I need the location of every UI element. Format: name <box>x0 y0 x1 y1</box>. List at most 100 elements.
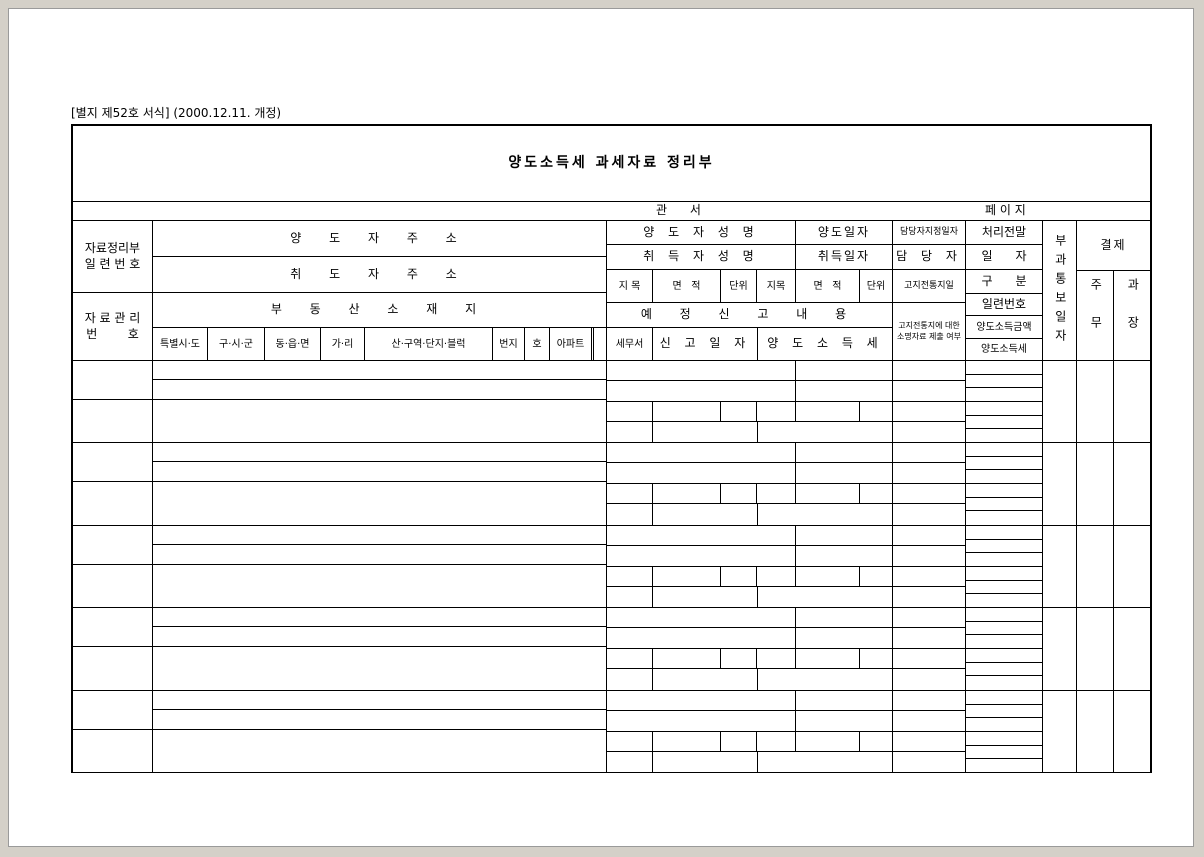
record-staff-sign-cell <box>1076 607 1114 691</box>
record-unit1-cell <box>720 731 757 752</box>
process-category-header: 구 분 <box>965 269 1043 294</box>
record-area1-cell <box>652 731 721 752</box>
record-process-cell <box>965 497 1043 511</box>
office-label: 관 서 <box>656 203 701 218</box>
record-unit1-cell <box>720 483 757 504</box>
transferor-name-header: 양 도 자 성 명 <box>606 220 796 245</box>
record-area1-cell <box>652 483 721 504</box>
process-date-header: 일 자 <box>965 244 1043 270</box>
record-transferor-addr-cell <box>152 607 607 627</box>
acquire-date-header: 취득일자 <box>795 244 893 270</box>
record-acquirer-addr-cell <box>152 379 607 400</box>
unit1-header: 단위 <box>720 269 757 303</box>
record-transferor-addr-cell <box>152 525 607 545</box>
subcol-lot-number: 번지 <box>492 327 525 361</box>
record-manager-cell <box>892 545 966 567</box>
record-transfer-date-cell <box>795 360 893 381</box>
process-serial-header: 일련번호 <box>965 293 1043 316</box>
record-manager-sign-cell <box>1113 360 1151 443</box>
record-process-cell <box>965 456 1043 470</box>
record-category2-cell <box>756 483 796 504</box>
record-mgmt-cell <box>72 481 153 526</box>
record-location-cell <box>152 564 607 608</box>
record-process-cell <box>965 580 1043 594</box>
form-number-label: [별지 제52호 서식] (2000.12.11. 개정) <box>71 106 282 120</box>
record-acquire-date-cell <box>795 380 893 402</box>
record-transferor-addr-cell <box>152 690 607 710</box>
process-gains-amount-header: 양도소득금액 <box>965 315 1043 339</box>
approval-staff-header: 주무 <box>1076 270 1114 361</box>
record-process-cell <box>965 717 1043 732</box>
subcol-block: 산·구역·단지·블럭 <box>364 327 493 361</box>
record-process-cell <box>965 552 1043 567</box>
mgmt-number-header: 자 료 관 리 번 호 <box>72 292 153 361</box>
record-location-cell <box>152 729 607 773</box>
record-area2-cell <box>795 648 860 669</box>
record-report-date-cell <box>652 751 758 773</box>
record-note-cell <box>892 586 966 608</box>
record-notice-date-cell <box>892 648 966 669</box>
record-manager-date-cell <box>892 360 966 381</box>
document-page: [별지 제52호 서식] (2000.12.11. 개정) 양도소득세 과세자료… <box>8 8 1194 847</box>
record-note-cell <box>892 751 966 773</box>
record-process-cell <box>965 469 1043 484</box>
record-tax-office-cell <box>606 751 653 773</box>
record-category1-cell <box>606 483 653 504</box>
manager-assign-date-header: 담당자지정일자 <box>892 220 966 245</box>
record-acquirer-addr-cell <box>152 626 607 647</box>
record-process-cell <box>965 745 1043 759</box>
record-process-cell <box>965 593 1043 608</box>
record-mgmt-cell <box>72 729 153 773</box>
record-area2-cell <box>795 731 860 752</box>
record-acquirer-addr-cell <box>152 709 607 730</box>
record-report-date-cell <box>652 503 758 526</box>
record-gains-tax-cell <box>757 421 893 443</box>
record-location-cell <box>152 399 607 443</box>
record-area1-cell <box>652 648 721 669</box>
record-transfer-date-cell <box>795 442 893 463</box>
process-gains-tax-header: 양도소득세 <box>965 338 1043 361</box>
record-unit1-cell <box>720 648 757 669</box>
capital-gains-tax-header: 양 도 소 득 세 <box>757 327 893 361</box>
record-note-cell <box>892 668 966 691</box>
record-process-cell <box>965 758 1043 773</box>
record-manager-date-cell <box>892 442 966 463</box>
record-unit1-cell <box>720 401 757 422</box>
subcol-city-province: 특별시·도 <box>152 327 208 361</box>
record-process-cell <box>965 634 1043 649</box>
realestate-location-header: 부 동 산 소 재 지 <box>152 292 607 328</box>
record-acquirer-name-cell <box>606 380 796 402</box>
record-levy-notify-cell <box>1042 690 1077 773</box>
record-acquirer-name-cell <box>606 462 796 484</box>
record-unit2-cell <box>859 401 893 422</box>
record-transferor-name-cell <box>606 690 796 711</box>
subcol-unit: 호 <box>524 327 550 361</box>
record-transfer-date-cell <box>795 690 893 711</box>
record-levy-notify-cell <box>1042 360 1077 443</box>
area1-header: 면 적 <box>652 269 721 303</box>
record-category1-cell <box>606 566 653 587</box>
record-process-cell <box>965 566 1043 581</box>
record-levy-notify-cell <box>1042 525 1077 608</box>
record-tax-office-cell <box>606 503 653 526</box>
record-category2-cell <box>756 401 796 422</box>
record-process-cell <box>965 621 1043 635</box>
record-acquire-date-cell <box>795 710 893 732</box>
record-process-cell <box>965 442 1043 457</box>
subcol-apartment: 아파트 <box>549 327 592 361</box>
record-acquirer-name-cell <box>606 627 796 649</box>
subcol-town: 동·읍·면 <box>264 327 321 361</box>
record-process-cell <box>965 648 1043 663</box>
record-process-cell <box>965 387 1043 402</box>
category2-header: 지목 <box>756 269 796 303</box>
record-serial-cell <box>72 442 153 482</box>
record-manager-cell <box>892 462 966 484</box>
record-category2-cell <box>756 731 796 752</box>
record-category1-cell <box>606 648 653 669</box>
record-unit2-cell <box>859 648 893 669</box>
subcol-district: 구·시·군 <box>207 327 265 361</box>
record-manager-sign-cell <box>1113 442 1151 526</box>
report-date-header: 신 고 일 자 <box>652 327 758 361</box>
record-mgmt-cell <box>72 646 153 691</box>
office-page-row: 관 서 페 이 지 <box>72 201 1151 221</box>
